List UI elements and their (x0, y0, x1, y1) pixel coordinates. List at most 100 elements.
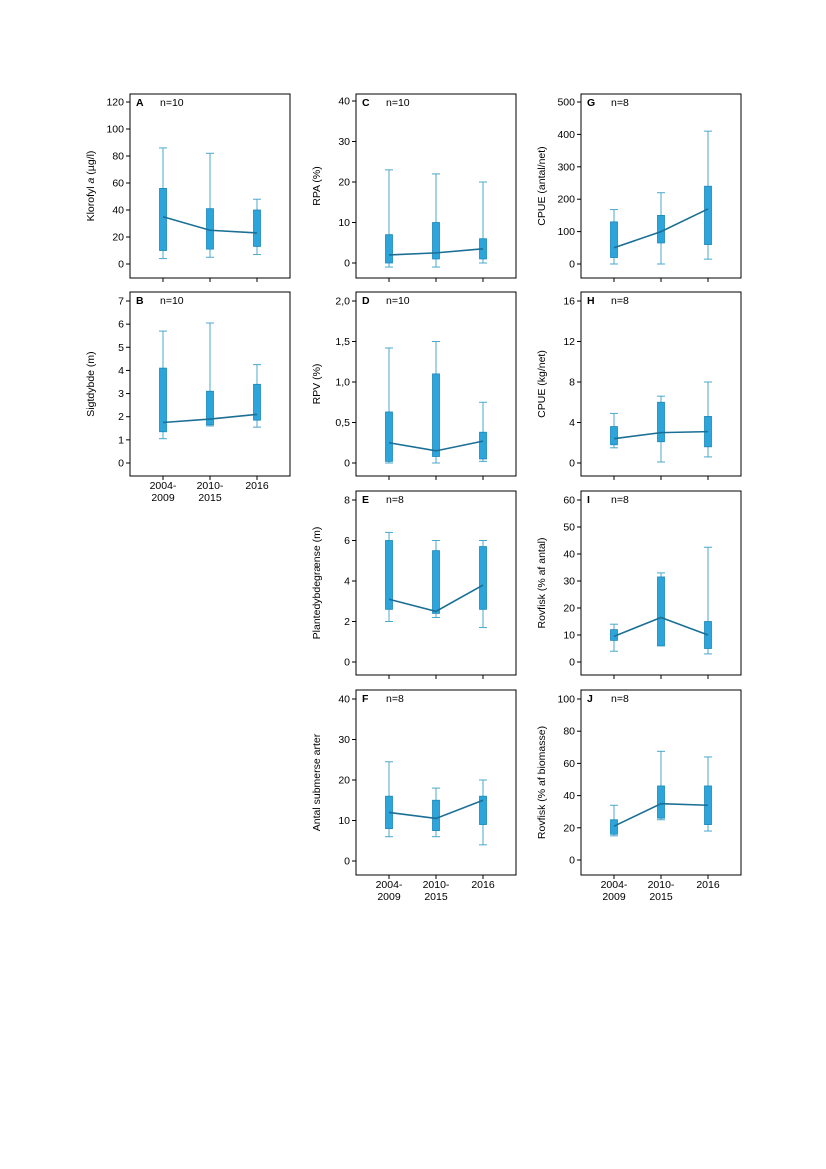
box-2 (657, 214, 665, 244)
y-tick-label: 2 (118, 411, 124, 423)
panel-h: 0 4 8 12 16 CPUE (kg/net) H n=8 (536, 291, 742, 480)
y-tick-label: 100 (557, 694, 575, 706)
y-axis-label-part: Klorofyl (85, 183, 97, 221)
x-tick-label: 2010- (197, 480, 224, 492)
y-tick-label: 30 (338, 136, 350, 148)
y-tick-label: 0 (569, 855, 575, 867)
y-tick-label: 80 (563, 726, 575, 738)
median-trend-line (388, 248, 484, 256)
y-tick-label: 40 (563, 790, 575, 802)
y-tick-label: 0 (344, 258, 350, 270)
y-tick-label: 0 (118, 458, 124, 470)
y-tick-label: 0 (344, 458, 350, 470)
y-axis-label: CPUE (antal/net) (536, 146, 548, 225)
x-tick-label: 2004- (150, 480, 177, 492)
y-tick-label: 20 (112, 232, 124, 244)
y-axis-label: Rovfisk (% af antal) (536, 537, 548, 628)
n-label: n=8 (386, 693, 404, 705)
panel-letter: A (136, 97, 144, 109)
n-label: n=8 (611, 693, 629, 705)
y-tick-label: 40 (338, 694, 350, 706)
panel-letter: E (362, 494, 369, 506)
x-tick-label: 2016 (696, 879, 720, 891)
y-tick-label: 30 (338, 734, 350, 746)
panel-letter: B (136, 295, 144, 307)
xaxis-labels-col3: 2004- 2009 2010- 2015 2016 (601, 879, 720, 903)
xaxis-labels-col1: 2004- 2009 2010- 2015 2016 (150, 480, 269, 504)
x-tick-label: 2004- (376, 879, 403, 891)
box-1 (159, 187, 167, 251)
y-tick-label: 20 (338, 177, 350, 189)
box-3 (479, 431, 487, 460)
y-tick-label: 200 (557, 194, 575, 206)
y-tick-label: 0 (569, 657, 575, 669)
y-tick-label: 60 (112, 178, 124, 190)
box-3 (479, 546, 487, 610)
x-tick-label: 2010- (423, 879, 450, 891)
panel-letter: I (587, 494, 590, 506)
median-trend-line (388, 799, 484, 820)
box-2 (432, 550, 440, 614)
panel-f: 0 10 20 30 40 Antal submerse arter F n=8 (311, 689, 517, 879)
box-2 (657, 785, 665, 819)
y-tick-label: 20 (563, 603, 575, 615)
panel-a: 0 20 40 60 80 100 120 Klorofyl a (µg/l) A n=10 (85, 93, 291, 282)
y-tick-label: 12 (563, 336, 575, 348)
box-1 (385, 540, 393, 610)
box-1 (385, 411, 393, 462)
n-label: n=10 (160, 97, 184, 109)
y-tick-label: 400 (557, 129, 575, 141)
n-label: n=8 (611, 295, 629, 307)
y-tick-label: 120 (106, 97, 124, 109)
median-trend-line (162, 215, 258, 234)
box-2 (657, 401, 665, 443)
y-tick-label: 1,5 (335, 336, 350, 348)
x-tick-label: 2009 (377, 891, 401, 903)
xaxis-labels-col2: 2004- 2009 2010- 2015 2016 (376, 879, 495, 903)
y-tick-label: 1 (118, 434, 124, 446)
y-tick-label: 3 (118, 388, 124, 400)
panel-letter: H (587, 295, 595, 307)
y-tick-label: 8 (569, 377, 575, 389)
y-tick-label: 10 (563, 630, 575, 642)
box-3 (253, 383, 261, 421)
y-axis-label: Antal submerse arter (311, 733, 323, 831)
y-axis-label: Plantedybdegrænse (m) (311, 527, 323, 640)
y-tick-label: 50 (563, 522, 575, 534)
box-1 (385, 234, 393, 264)
y-tick-label: 60 (563, 758, 575, 770)
panel-letter: G (587, 97, 595, 109)
y-tick-label: 2,0 (335, 296, 350, 308)
x-tick-label: 2015 (649, 891, 673, 903)
y-axis-label: Rovfisk (% af biomasse) (536, 726, 548, 839)
y-tick-label: 10 (338, 815, 350, 827)
y-tick-label: 30 (563, 576, 575, 588)
y-tick-label: 7 (118, 296, 124, 308)
box-1 (159, 367, 167, 433)
median-trend-line (613, 430, 709, 440)
box-3 (704, 185, 712, 245)
box-2 (432, 799, 440, 832)
panel-d: 0 0,5 1,0 1,5 2,0 RPV (%) D n=10 (311, 291, 517, 480)
box-3 (253, 209, 261, 247)
y-axis-label-italic: a (85, 177, 97, 183)
y-tick-label: 300 (557, 161, 575, 173)
n-label: n=8 (611, 97, 629, 109)
y-tick-label: 4 (344, 576, 350, 588)
box-1 (610, 221, 618, 258)
y-tick-label: 40 (112, 205, 124, 217)
x-tick-label: 2015 (424, 891, 448, 903)
y-tick-label: 4 (569, 417, 575, 429)
x-tick-label: 2015 (198, 492, 222, 504)
panel-letter: J (587, 693, 593, 705)
x-tick-label: 2009 (602, 891, 626, 903)
n-label: n=8 (386, 494, 404, 506)
y-tick-label: 6 (118, 319, 124, 331)
y-tick-label: 500 (557, 97, 575, 109)
panel-letter: C (362, 97, 370, 109)
y-axis-label: RPA (%) (311, 166, 323, 205)
y-axis-label: Sigtdybde (m) (85, 351, 97, 416)
n-label: n=10 (386, 295, 410, 307)
median-trend-line (613, 802, 709, 827)
